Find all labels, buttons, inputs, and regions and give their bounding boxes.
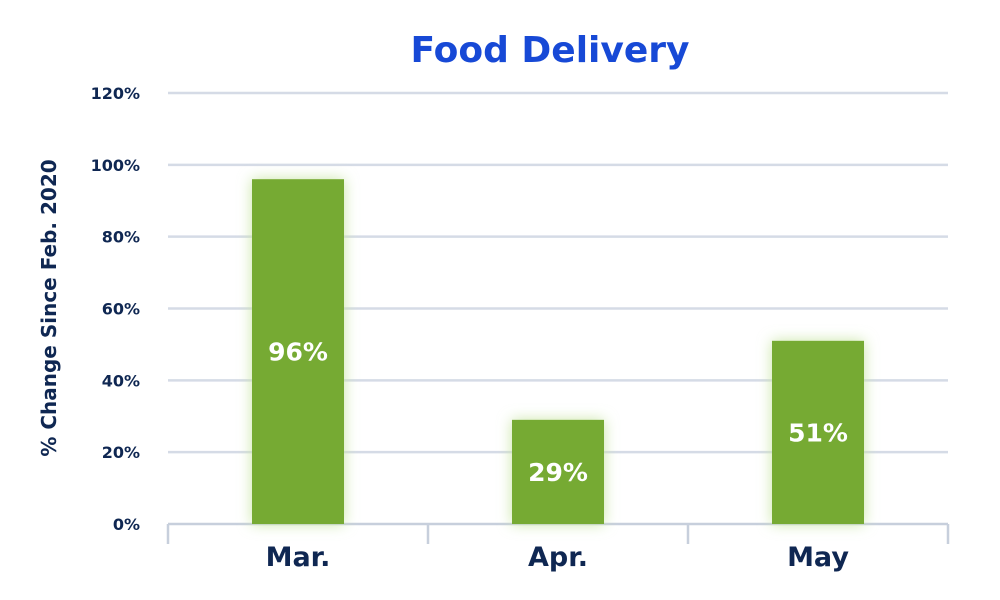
x-axis [166,522,950,544]
y-tick-label: 20% [102,443,140,462]
x-tick-label: Mar. [266,542,331,573]
x-tick-label: May [787,542,849,573]
y-tick-label: 40% [102,371,140,390]
y-axis-label: % Change Since Feb. 2020 [37,159,61,456]
bars: 96% 29% 51% [252,179,864,524]
y-tick-label: 0% [113,515,140,534]
y-tick-label: 60% [102,300,140,319]
y-tick-label: 80% [102,228,140,247]
bar [252,179,344,524]
y-tick-label: 120% [91,84,140,103]
x-axis-ticks: Mar. Apr. May [266,542,850,573]
bar [512,419,604,524]
bar-data-label: 51% [788,418,848,447]
chart-title: Food Delivery [411,30,690,71]
bar-data-label: 29% [528,458,588,487]
y-axis-ticks: 0% 20% 40% 60% 80% 100% 120% [91,84,140,534]
x-tick-label: Apr. [528,542,588,573]
bar-data-label: 96% [268,338,328,367]
bar [772,340,864,524]
y-tick-label: 100% [91,156,140,175]
